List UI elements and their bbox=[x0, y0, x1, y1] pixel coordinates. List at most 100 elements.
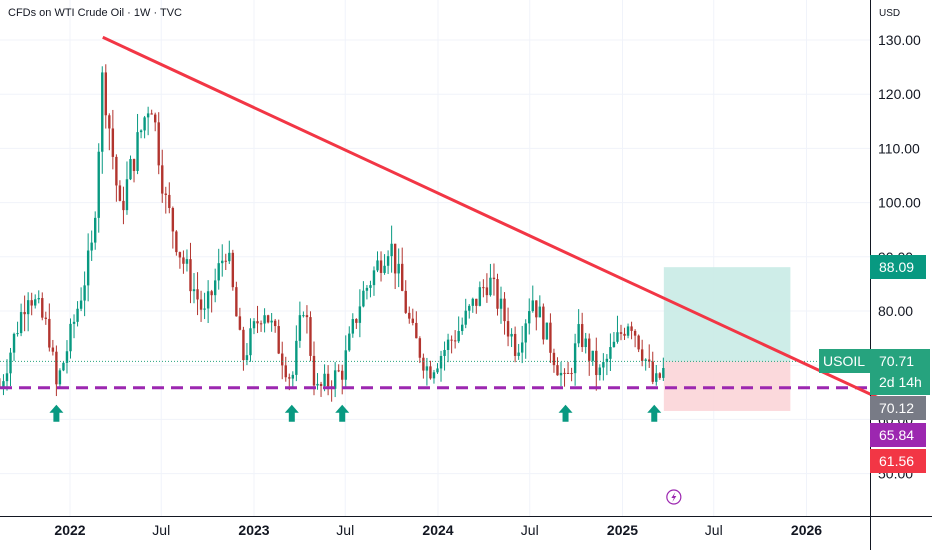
candle-body bbox=[34, 299, 37, 306]
x-tick-label: Jul bbox=[521, 522, 539, 538]
candle-body bbox=[245, 355, 249, 361]
candle-body bbox=[291, 374, 295, 379]
stop-price-label: 61.56 bbox=[870, 449, 926, 473]
up-arrow-icon bbox=[558, 404, 573, 422]
chart-title: CFDs on WTI Crude Oil · 1W · TVC bbox=[8, 7, 182, 19]
candle-body bbox=[376, 260, 379, 271]
candle-body bbox=[351, 319, 355, 334]
candle-body bbox=[157, 122, 160, 166]
candle-body bbox=[471, 298, 474, 306]
candle-body bbox=[65, 351, 69, 363]
candle-body bbox=[30, 300, 33, 306]
up-arrow-icon bbox=[284, 404, 299, 422]
current-price: 70.71 bbox=[879, 353, 915, 369]
candle-body bbox=[242, 329, 245, 361]
candle-body bbox=[185, 259, 189, 264]
candle-body bbox=[206, 291, 210, 309]
candle-body bbox=[302, 315, 305, 317]
candle-body bbox=[503, 298, 506, 322]
candle-body bbox=[90, 242, 93, 251]
drawings bbox=[0, 35, 884, 402]
symbol-label: USOIL bbox=[819, 349, 870, 373]
candle-body bbox=[365, 287, 369, 291]
candle-body bbox=[298, 315, 302, 341]
candle-body bbox=[305, 315, 309, 318]
candle-body bbox=[369, 285, 372, 288]
candle-body bbox=[281, 353, 284, 366]
candle-body bbox=[235, 287, 238, 317]
candle-body bbox=[115, 156, 118, 186]
candle-body bbox=[2, 381, 5, 388]
candles bbox=[0, 64, 665, 402]
candle-body bbox=[284, 365, 287, 378]
candle-body bbox=[556, 365, 559, 376]
candle-body bbox=[139, 130, 143, 133]
candle-body bbox=[97, 151, 100, 218]
candle-body bbox=[238, 316, 242, 330]
candle-body bbox=[358, 306, 362, 323]
candle-body bbox=[273, 320, 277, 327]
stop-zone bbox=[663, 361, 791, 411]
candle-body bbox=[633, 330, 637, 336]
candle-body bbox=[386, 256, 390, 266]
candle-body bbox=[372, 270, 376, 286]
candle-body bbox=[612, 341, 616, 348]
candle-body bbox=[129, 159, 132, 180]
candle-body bbox=[319, 383, 323, 387]
candle-body bbox=[122, 200, 125, 211]
candle-body bbox=[55, 351, 58, 385]
candle-body bbox=[168, 194, 171, 208]
candle-body bbox=[475, 298, 478, 306]
candle-body bbox=[640, 349, 644, 361]
candle-body bbox=[228, 252, 231, 262]
candle-body bbox=[397, 263, 400, 274]
candle-body bbox=[432, 372, 436, 379]
candle-body bbox=[492, 277, 496, 280]
candle-body bbox=[51, 347, 55, 352]
candle-body bbox=[460, 324, 464, 332]
up-arrow-icon bbox=[49, 404, 64, 422]
candle-body bbox=[23, 312, 26, 315]
candle-body bbox=[489, 277, 492, 296]
candle-body bbox=[577, 324, 580, 344]
candle-body bbox=[79, 300, 83, 309]
candle-body bbox=[619, 332, 623, 334]
candle-body bbox=[164, 193, 167, 195]
candle-body bbox=[655, 373, 658, 382]
candle-body bbox=[591, 350, 594, 361]
x-tick-label: 2025 bbox=[607, 522, 638, 538]
candle-body bbox=[161, 165, 164, 194]
candle-body bbox=[513, 333, 517, 356]
trendline bbox=[102, 35, 884, 402]
candle-body bbox=[256, 321, 259, 324]
lightning-icon bbox=[671, 492, 677, 502]
candle-body bbox=[566, 372, 570, 374]
prev-close-label: 70.12 bbox=[870, 396, 926, 420]
candle-body bbox=[549, 322, 552, 353]
candle-body bbox=[422, 357, 425, 371]
candle-body bbox=[482, 287, 485, 289]
candle-body bbox=[552, 352, 556, 366]
candle-body bbox=[143, 117, 146, 131]
candle-body bbox=[393, 243, 397, 274]
candle-body bbox=[5, 373, 9, 382]
candle-body bbox=[337, 370, 340, 372]
candle-body bbox=[252, 321, 256, 329]
candle-body bbox=[118, 185, 122, 201]
candle-body bbox=[401, 263, 404, 291]
currency-label[interactable]: USD bbox=[879, 8, 901, 19]
current-price-label: 70.71 2d 14h bbox=[870, 349, 930, 395]
candle-body bbox=[104, 72, 107, 116]
candle-body bbox=[485, 287, 489, 296]
candle-body bbox=[531, 300, 534, 312]
x-tick-label: Jul bbox=[336, 522, 354, 538]
candle-body bbox=[231, 252, 235, 288]
candle-body bbox=[41, 298, 44, 318]
candle-body bbox=[468, 305, 471, 311]
x-tick-label: Jul bbox=[152, 522, 170, 538]
candle-body bbox=[132, 159, 136, 171]
candle-body bbox=[125, 179, 129, 211]
